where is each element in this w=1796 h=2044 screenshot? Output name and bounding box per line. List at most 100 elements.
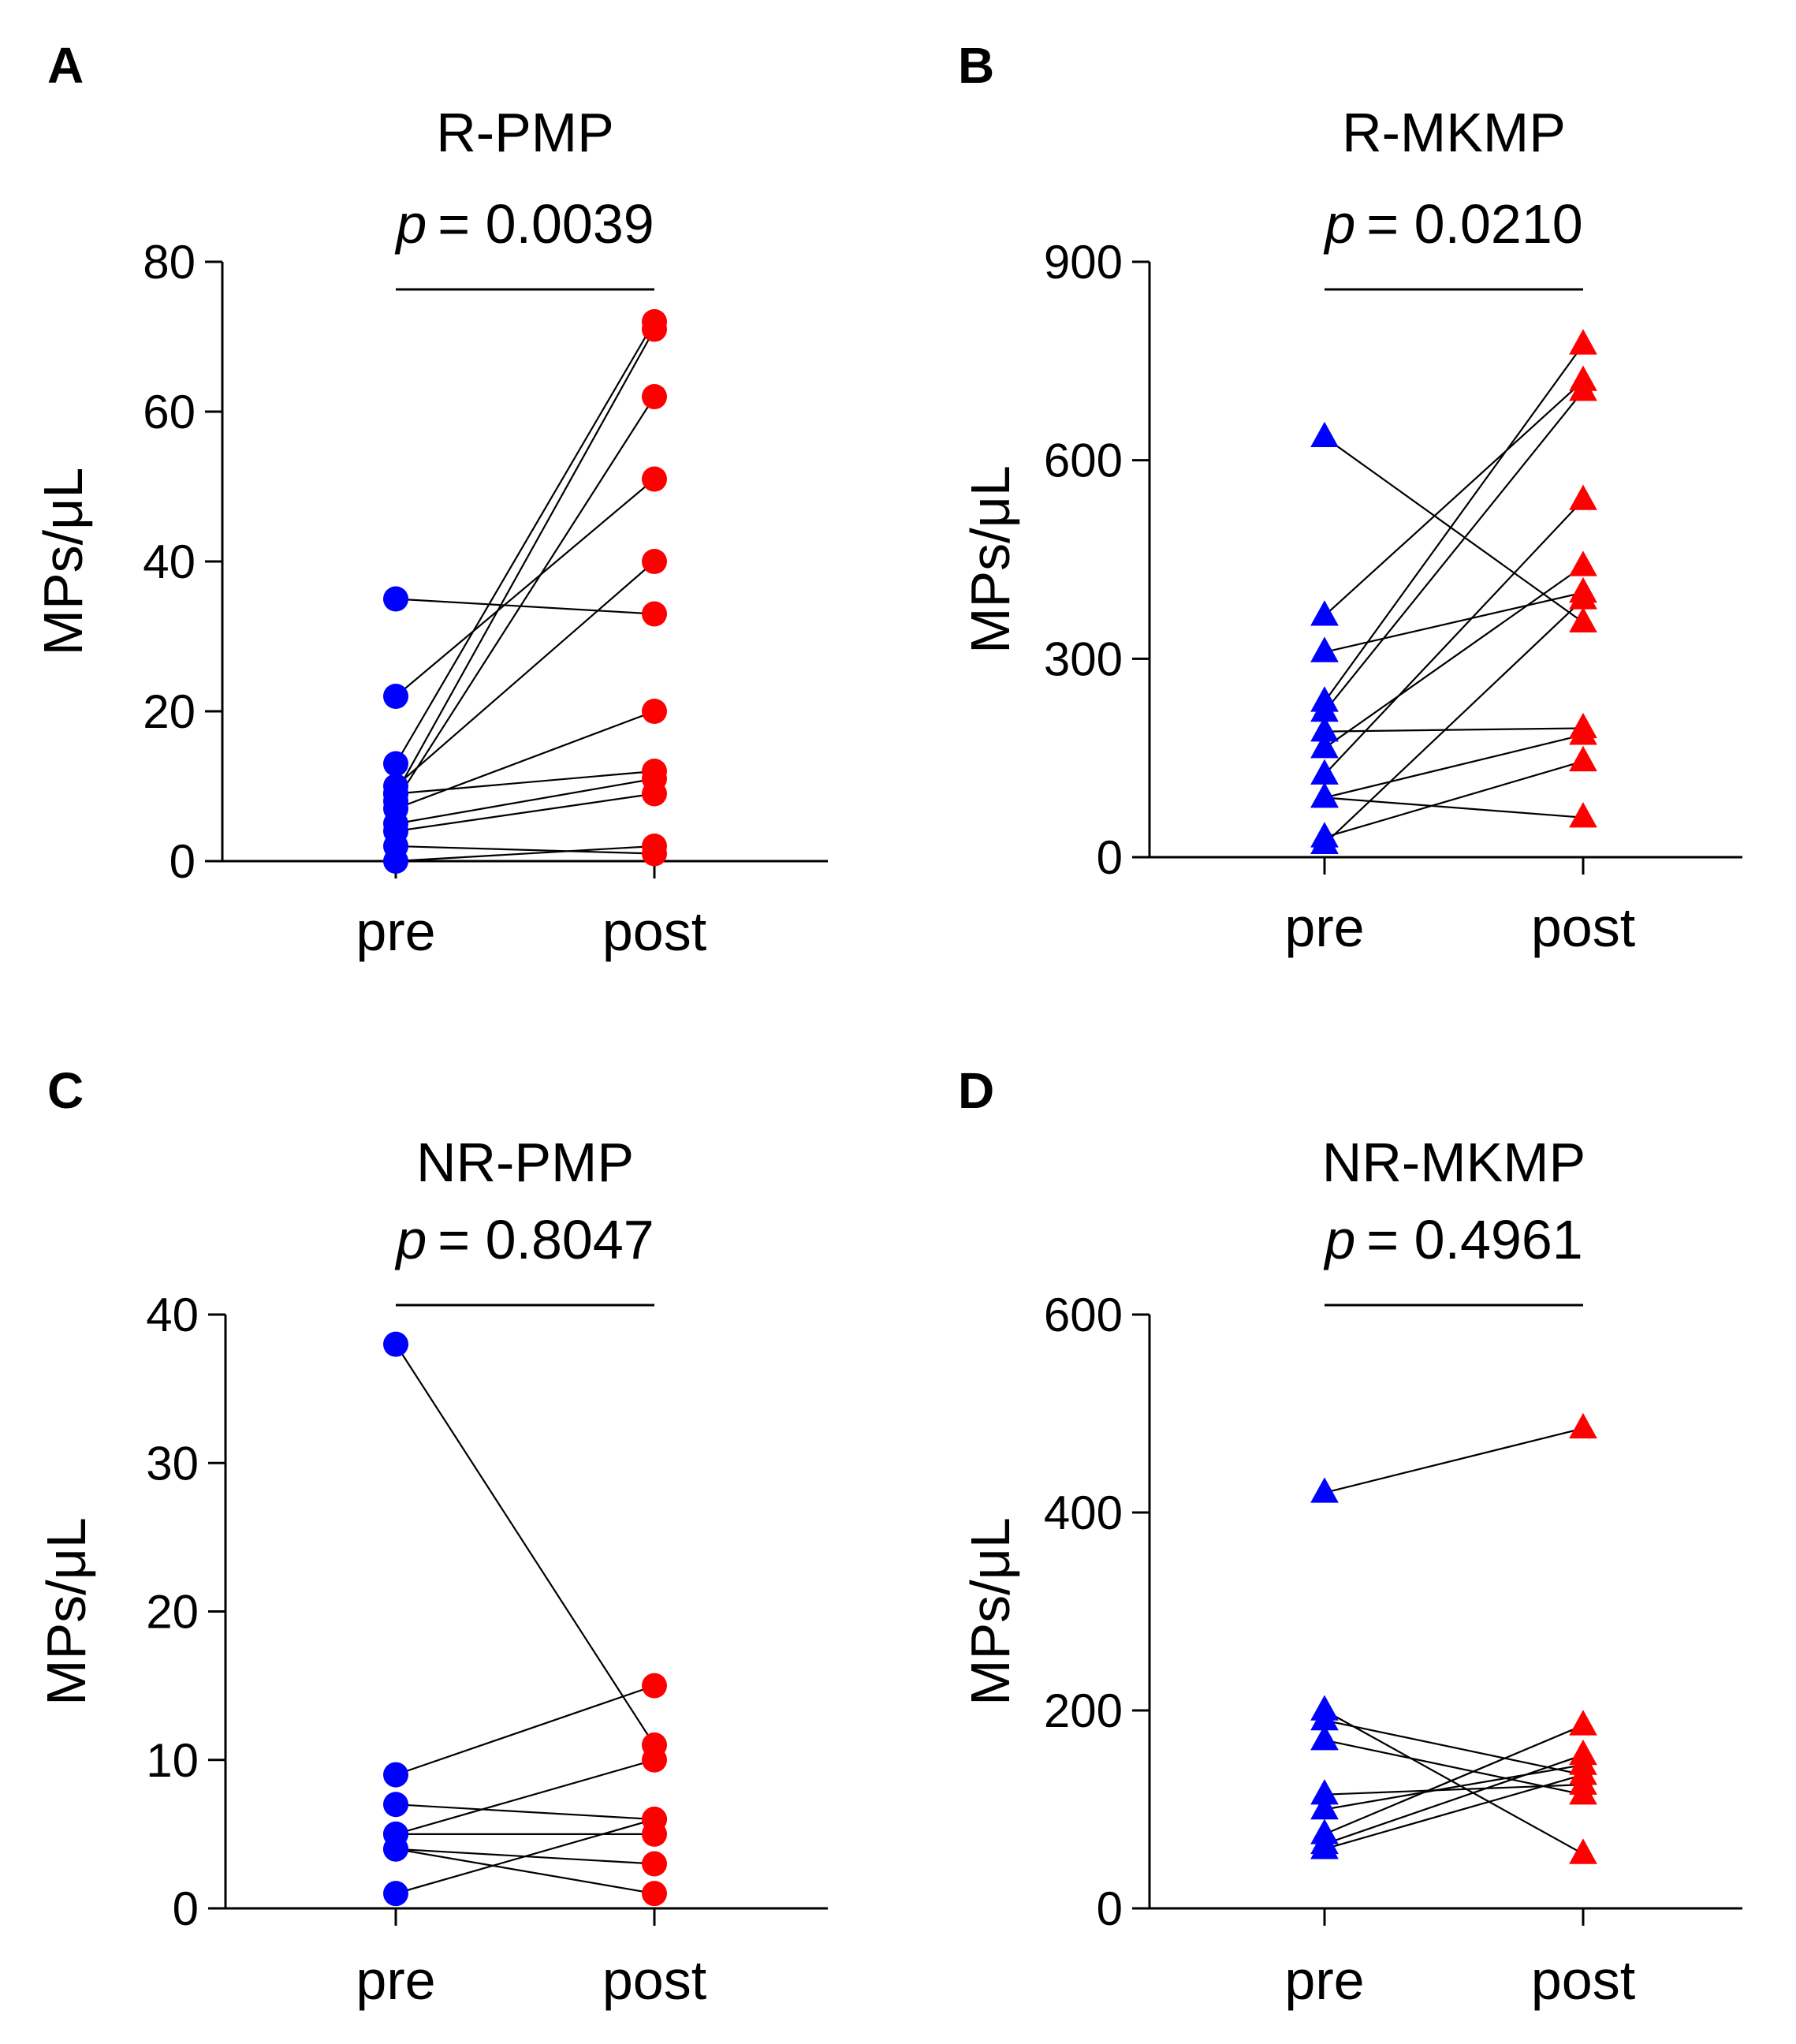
x-category-label: post xyxy=(602,901,706,962)
pre-point xyxy=(383,1762,408,1788)
y-tick-label: 30 xyxy=(146,1437,199,1490)
p-value-text: = 0.0039 xyxy=(438,193,654,255)
panel-title: R-MKMP xyxy=(1342,102,1566,163)
post-point xyxy=(642,1807,667,1833)
post-point xyxy=(1569,584,1597,610)
p-symbol: p xyxy=(394,193,427,255)
post-point xyxy=(1569,719,1597,745)
y-tick-label: 200 xyxy=(1044,1684,1123,1737)
post-point xyxy=(642,781,667,807)
data-points xyxy=(1310,1412,1597,1864)
pre-point xyxy=(1310,421,1339,448)
p-value-text: = 0.0210 xyxy=(1366,193,1582,255)
pre-point xyxy=(383,586,408,612)
post-point xyxy=(642,834,667,859)
data-points xyxy=(383,309,667,874)
pre-point xyxy=(383,1881,408,1907)
pre-point xyxy=(1310,600,1339,626)
paired-line xyxy=(1324,599,1584,845)
post-point xyxy=(1569,802,1597,828)
paired-line xyxy=(395,598,655,615)
panel-b: B R-MKMP p = 0.0210 0 300 600 900 pre post MPs/μL xyxy=(958,37,1742,958)
data-points xyxy=(383,1331,667,1907)
post-point xyxy=(1569,329,1597,355)
paired-line xyxy=(1324,1774,1584,1850)
paired-line xyxy=(1324,1754,1584,1845)
paired-line xyxy=(1324,344,1584,703)
panel-c: C NR-PMP p = 0.8047 0 10 20 30 40 pre post MPs/μL xyxy=(35,1062,828,2011)
x-category-label: pre xyxy=(356,1949,435,2011)
y-tick-label: 0 xyxy=(173,1882,199,1935)
panel-letter: B xyxy=(958,37,994,94)
post-point xyxy=(642,1881,667,1907)
pre-point xyxy=(1310,1793,1339,1820)
paired-line xyxy=(1324,591,1584,654)
y-tick-label: 600 xyxy=(1044,1289,1123,1341)
p-symbol: p xyxy=(1323,193,1355,255)
paired-line xyxy=(395,778,655,825)
y-tick-label: 0 xyxy=(1097,1882,1123,1935)
y-tick-label: 0 xyxy=(1097,831,1123,884)
y-tick-label: 60 xyxy=(143,386,196,438)
x-category-label: post xyxy=(1531,897,1635,958)
pre-point xyxy=(1310,1725,1339,1751)
paired-line xyxy=(1324,380,1584,617)
paired-lines xyxy=(395,1344,655,1895)
post-point xyxy=(642,466,667,492)
paired-line xyxy=(1324,565,1584,749)
paired-line xyxy=(395,328,655,795)
paired-line xyxy=(1324,796,1584,819)
pre-point xyxy=(1310,733,1339,759)
post-point xyxy=(642,1747,667,1773)
post-point xyxy=(642,384,667,409)
paired-line xyxy=(395,396,655,802)
post-point xyxy=(642,1673,667,1699)
p-value-label: p = 0.8047 xyxy=(394,1209,654,1270)
panel-letter: C xyxy=(47,1062,84,1119)
panel-d: D NR-MKMP p = 0.4961 0 200 400 600 pre post MPs/μL xyxy=(958,1062,1742,2011)
y-tick-label: 40 xyxy=(143,535,196,588)
post-point xyxy=(1569,1838,1597,1864)
p-value-text: = 0.4961 xyxy=(1366,1209,1582,1270)
y-axis-label: MPs/μL xyxy=(32,468,94,656)
pre-point xyxy=(383,781,408,807)
paired-line xyxy=(395,1344,655,1746)
paired-line xyxy=(1324,1710,1584,1855)
y-tick-label: 10 xyxy=(146,1734,199,1787)
post-point xyxy=(1569,550,1597,576)
y-tick-label: 20 xyxy=(146,1586,199,1639)
pre-point xyxy=(1310,828,1339,854)
paired-lines xyxy=(395,321,655,863)
data-points xyxy=(1310,329,1597,854)
pre-point xyxy=(383,849,408,874)
post-point xyxy=(1569,1412,1597,1439)
y-tick-label: 900 xyxy=(1044,236,1123,289)
x-category-label: post xyxy=(602,1949,706,2011)
panel-title: NR-MKMP xyxy=(1322,1132,1585,1193)
post-point xyxy=(642,549,667,574)
x-category-label: post xyxy=(1531,1949,1635,2011)
p-value-text: = 0.8047 xyxy=(438,1209,654,1270)
paired-line xyxy=(395,478,655,697)
post-point xyxy=(1569,1710,1597,1736)
y-axis-label: MPs/μL xyxy=(959,1517,1021,1706)
pre-point xyxy=(1310,636,1339,662)
pre-point xyxy=(1310,1833,1339,1859)
p-value-label: p = 0.4961 xyxy=(1323,1209,1582,1270)
paired-line xyxy=(395,1684,655,1776)
post-point xyxy=(1569,484,1597,510)
x-category-label: pre xyxy=(356,901,435,962)
paired-line xyxy=(1324,1719,1584,1776)
pre-point xyxy=(1310,759,1339,785)
paired-line xyxy=(395,845,655,855)
paired-line xyxy=(1324,727,1584,733)
paired-line xyxy=(395,1759,655,1835)
pre-point xyxy=(1310,781,1339,808)
paired-line xyxy=(395,1848,655,1895)
panel-title: R-PMP xyxy=(436,102,614,163)
paired-line xyxy=(395,710,655,810)
post-point xyxy=(1569,1759,1597,1785)
paired-lines xyxy=(1324,344,1584,845)
